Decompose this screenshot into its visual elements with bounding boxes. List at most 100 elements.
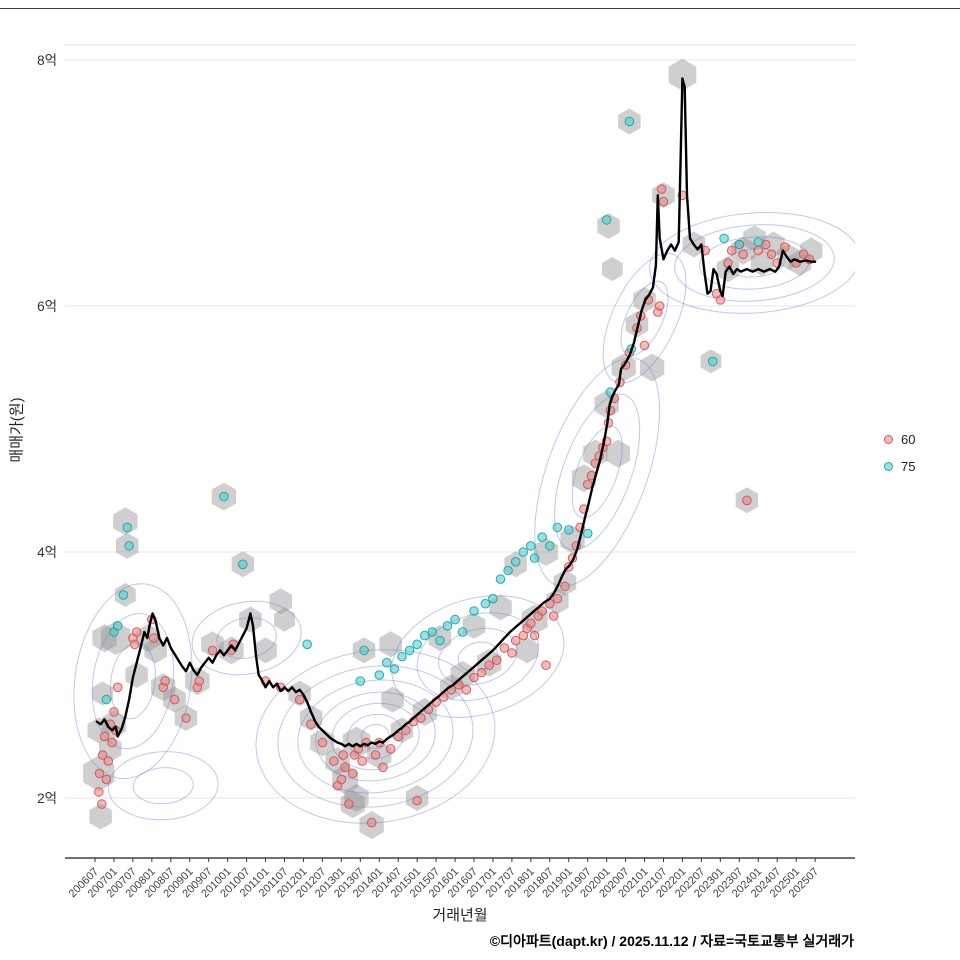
density-contour — [107, 751, 219, 821]
scatter-point-60 — [340, 762, 350, 773]
density-contour — [602, 252, 687, 384]
legend-entry-75: 75 — [884, 459, 915, 474]
scatter-point-60 — [131, 627, 142, 637]
y-tick-label: 6억 — [37, 299, 57, 314]
scatter-point-60 — [526, 618, 536, 629]
scatter-point-60 — [461, 685, 472, 695]
density-contour — [438, 627, 518, 686]
scatter-point-75 — [495, 574, 506, 584]
scatter-point-60 — [169, 694, 180, 705]
hexbin-cell — [668, 58, 697, 91]
scatter-point-75 — [537, 532, 548, 543]
legend-entry-60: 60 — [884, 432, 915, 447]
scatter-point-60 — [537, 606, 548, 616]
legend: 60 75 — [884, 432, 915, 474]
density-contour — [534, 357, 661, 587]
scatter-point-75 — [552, 522, 563, 533]
scatter-point-75 — [510, 557, 521, 567]
y-axis-title: 매매가(원) — [8, 397, 26, 463]
scatter-point-75 — [708, 356, 718, 367]
scatter-point-75 — [480, 598, 491, 609]
scatter-point-75 — [238, 559, 248, 570]
scatter-point-60 — [548, 611, 559, 621]
hexbin-cell — [269, 588, 292, 615]
scatter-point-60 — [742, 495, 752, 506]
y-tick-label: 2억 — [37, 791, 57, 806]
scatter-point-75 — [457, 627, 468, 637]
hexbin-cell — [379, 631, 402, 658]
hexbin-cell — [640, 353, 665, 382]
scatter-point-75 — [404, 645, 415, 656]
density-contour — [297, 679, 454, 794]
scatter-point-60 — [715, 295, 726, 305]
scatter-point-75 — [518, 547, 529, 557]
hexbin-cell — [601, 257, 623, 282]
hexbin-cell — [201, 631, 224, 658]
scatter-point-60 — [97, 799, 107, 809]
density-contour — [571, 425, 623, 519]
hexbin-cell — [342, 726, 371, 759]
scatter-point-75 — [526, 541, 536, 551]
scatter-point-60 — [560, 581, 570, 592]
scatter-point-75 — [624, 116, 635, 127]
scatter-point-60 — [766, 249, 777, 260]
scatter-point-60 — [780, 242, 790, 252]
scatter-point-60 — [317, 737, 328, 748]
scatter-point-60 — [499, 643, 510, 653]
scatter-point-60 — [148, 633, 159, 643]
scatter-point-60 — [510, 635, 521, 646]
scatter-point-75 — [582, 528, 593, 539]
scatter-point-60 — [552, 593, 563, 604]
density-contour — [391, 595, 565, 718]
gridlines: 2억 4억 6억 8억 — [37, 53, 855, 806]
scatter-point-75 — [719, 233, 729, 244]
scatter-point-60 — [529, 630, 540, 641]
hexbin-cell — [381, 686, 404, 713]
legend-marker-60-icon — [884, 435, 893, 444]
scatter-point-60 — [753, 245, 764, 256]
hexbin-cell — [239, 606, 262, 633]
scatter-point-75 — [564, 525, 574, 535]
scatter-point-60 — [370, 750, 381, 760]
scatter-point-75 — [469, 606, 479, 616]
legend-marker-75-icon — [884, 462, 893, 471]
density-contour — [554, 393, 641, 551]
legend-label-60: 60 — [901, 432, 916, 447]
scatter-point-75 — [419, 630, 430, 641]
scatter-point-60 — [393, 731, 404, 742]
scatter-point-60 — [306, 719, 316, 730]
scatter-point-60 — [726, 245, 737, 256]
hexbin-layer — [83, 58, 823, 840]
scatter-point-75 — [734, 239, 745, 250]
scatter-point-75 — [397, 651, 407, 662]
scatter-point-75 — [545, 541, 555, 551]
hexbin-cell — [462, 612, 486, 639]
median-price-line — [95, 77, 817, 748]
density-contour — [191, 600, 302, 676]
scatter-point-60 — [469, 672, 479, 683]
y-tick-label: 8억 — [37, 53, 57, 68]
scatter-point-60 — [518, 630, 529, 641]
scatter-point-75 — [389, 664, 400, 674]
scatter-point-75 — [412, 639, 422, 650]
density-contour — [277, 665, 474, 808]
scatter-point-75 — [427, 627, 438, 637]
scatter-point-60 — [723, 258, 733, 268]
scatter-point-75 — [124, 541, 134, 551]
density-contour — [216, 617, 277, 659]
x-axis-title: 거래년월 — [432, 907, 488, 924]
scatter-point-75 — [435, 635, 445, 646]
scatter-point-60 — [294, 694, 305, 705]
scatter-point-75 — [302, 639, 313, 650]
y-tick-label: 4억 — [37, 545, 57, 560]
density-contour — [360, 723, 390, 750]
window-top-border — [0, 8, 960, 9]
scatter-point-60 — [412, 795, 422, 806]
scatter-point-75 — [503, 565, 513, 576]
scatter-point-60 — [656, 184, 667, 194]
source-caption: ©디아파트(dapt.kr) / 2025.11.12 / 자료=국토교통부 실… — [489, 933, 854, 949]
scatter-point-60 — [491, 655, 502, 666]
scatter-point-75 — [118, 590, 129, 600]
scatter-point-75 — [753, 237, 764, 247]
scatter-point-60 — [484, 660, 495, 671]
